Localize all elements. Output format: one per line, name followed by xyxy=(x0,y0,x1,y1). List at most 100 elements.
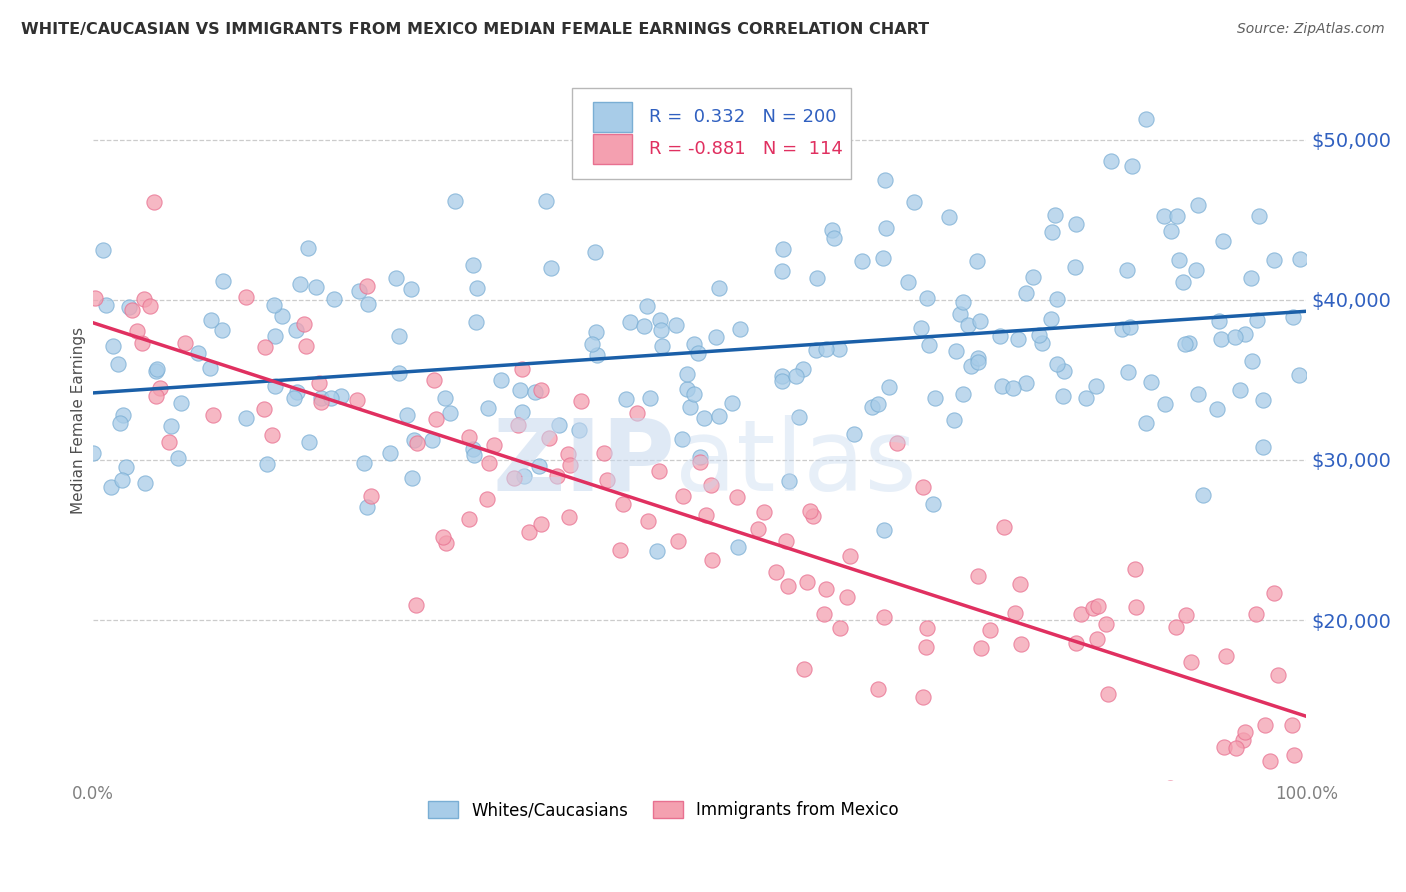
Point xyxy=(465,281,488,295)
Point xyxy=(626,406,648,420)
Point xyxy=(938,211,960,225)
Point xyxy=(835,591,858,605)
Point xyxy=(406,436,429,450)
Point xyxy=(842,427,865,442)
Point xyxy=(645,544,668,558)
Point xyxy=(813,607,835,622)
Point xyxy=(689,450,711,464)
Point xyxy=(513,469,536,483)
Point xyxy=(388,329,411,343)
Point xyxy=(510,362,533,376)
Point xyxy=(292,317,315,331)
Point xyxy=(125,324,148,338)
Point xyxy=(131,335,153,350)
Point xyxy=(530,516,553,531)
Point xyxy=(1135,417,1157,431)
Point xyxy=(585,325,607,339)
Point xyxy=(145,389,167,403)
Point xyxy=(924,391,946,405)
Point xyxy=(993,519,1015,533)
Point xyxy=(862,400,884,414)
Point xyxy=(1095,616,1118,631)
Point xyxy=(1064,217,1087,231)
Point xyxy=(952,294,974,309)
Point xyxy=(804,343,827,358)
Point xyxy=(112,409,135,423)
Point xyxy=(821,223,844,237)
Point xyxy=(170,396,193,410)
Point xyxy=(305,280,328,294)
Point xyxy=(439,406,461,420)
Point xyxy=(380,446,402,460)
Point xyxy=(524,384,547,399)
Point xyxy=(1140,375,1163,389)
Point xyxy=(1046,292,1069,306)
Point xyxy=(263,298,285,312)
Point xyxy=(915,640,938,654)
Point xyxy=(1070,607,1092,621)
Point xyxy=(1263,586,1285,600)
Point xyxy=(1007,332,1029,346)
Point xyxy=(256,457,278,471)
Point xyxy=(586,348,609,362)
Point xyxy=(912,480,935,494)
Point xyxy=(799,504,821,518)
Point xyxy=(897,275,920,289)
Point xyxy=(285,385,308,400)
Point xyxy=(1121,159,1143,173)
Point xyxy=(707,409,730,423)
Point xyxy=(1010,577,1032,591)
Point xyxy=(464,315,486,329)
Point xyxy=(814,582,837,597)
Text: WHITE/CAUCASIAN VS IMMIGRANTS FROM MEXICO MEDIAN FEMALE EARNINGS CORRELATION CHA: WHITE/CAUCASIAN VS IMMIGRANTS FROM MEXIC… xyxy=(21,22,929,37)
Point xyxy=(121,302,143,317)
Point xyxy=(517,525,540,540)
Point xyxy=(323,292,346,306)
Point xyxy=(787,409,810,424)
Point xyxy=(686,345,709,359)
Point xyxy=(778,475,800,489)
Point xyxy=(212,274,235,288)
Point xyxy=(775,534,797,549)
Point xyxy=(772,264,794,278)
Point xyxy=(1164,620,1187,634)
Point xyxy=(1289,252,1312,266)
Point xyxy=(353,456,375,470)
FancyBboxPatch shape xyxy=(593,134,631,164)
Point xyxy=(108,416,131,430)
Point xyxy=(510,405,533,419)
Point xyxy=(285,323,308,337)
Point xyxy=(676,382,699,396)
Point xyxy=(770,368,793,383)
Point xyxy=(873,523,896,537)
Point xyxy=(1225,329,1247,343)
Point xyxy=(830,621,852,635)
Point xyxy=(839,549,862,563)
Point xyxy=(792,361,814,376)
Point xyxy=(875,173,897,187)
Point xyxy=(356,278,378,293)
Point xyxy=(581,337,603,351)
Point xyxy=(1175,607,1198,622)
Point xyxy=(558,510,581,524)
Point xyxy=(211,323,233,337)
Point xyxy=(174,335,197,350)
Point xyxy=(1282,747,1305,762)
Point xyxy=(875,220,897,235)
Point xyxy=(536,194,558,208)
Point xyxy=(707,281,730,295)
Point xyxy=(873,610,896,624)
Point xyxy=(444,194,467,208)
Point xyxy=(477,456,499,470)
Point xyxy=(911,690,934,704)
Point xyxy=(139,299,162,313)
Point xyxy=(1209,332,1232,346)
Point xyxy=(458,512,481,526)
Point xyxy=(1215,649,1237,664)
Point xyxy=(385,271,408,285)
Point xyxy=(527,458,550,473)
Point xyxy=(879,380,901,394)
Point xyxy=(1260,754,1282,768)
Point xyxy=(330,389,353,403)
Point xyxy=(752,505,775,519)
